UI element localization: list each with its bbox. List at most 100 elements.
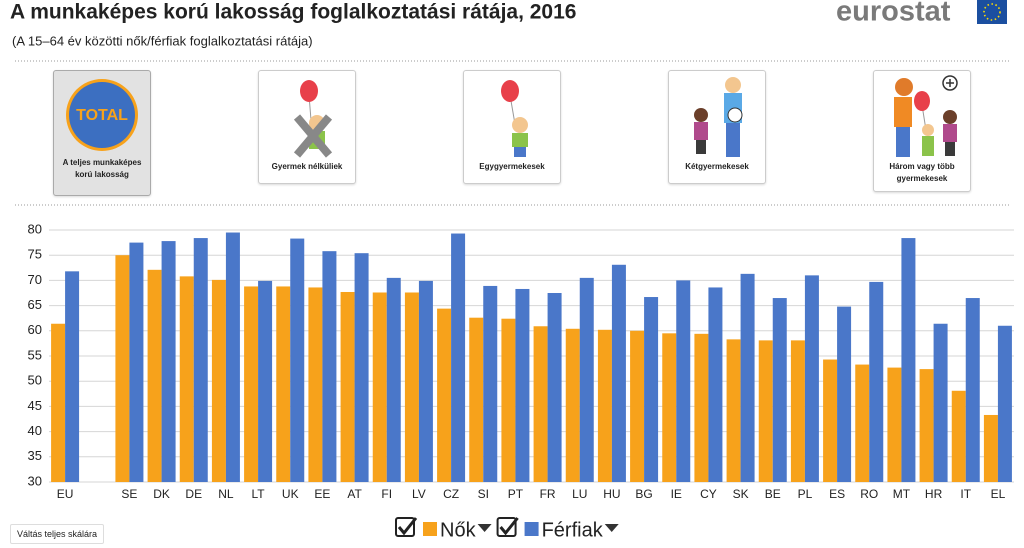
- full-scale-button[interactable]: Váltás teljes skálára: [10, 524, 105, 544]
- bar: [386, 277, 401, 482]
- bar: [211, 279, 226, 482]
- x-tick-label: BE: [765, 487, 781, 501]
- bar: [611, 264, 626, 482]
- bar: [933, 323, 948, 482]
- x-tick-label: BG: [635, 487, 652, 501]
- bar: [179, 276, 194, 482]
- icon: [501, 80, 528, 157]
- filter-label: A teljes munkaképes korú lakosság: [62, 158, 142, 179]
- x-tick-label: ES: [829, 487, 845, 501]
- x-tick-label: EL: [991, 487, 1006, 501]
- icon: [293, 80, 333, 158]
- bar: [547, 293, 562, 482]
- legend: Nők Férfiak: [395, 517, 619, 541]
- bar: [965, 298, 980, 482]
- bar: [147, 269, 162, 482]
- bar: [790, 340, 805, 482]
- x-tick-label: MT: [893, 487, 911, 501]
- bar: [694, 333, 709, 482]
- bar: [597, 329, 612, 482]
- checkbox: [496, 517, 517, 537]
- bar: [565, 328, 580, 482]
- x-tick-label: IT: [960, 487, 971, 501]
- filter-card[interactable]: Gyermek nélküliek: [258, 70, 356, 184]
- x-tick-label: LT: [252, 487, 266, 501]
- x-tick-label: SE: [121, 487, 137, 501]
- bar: [501, 318, 516, 482]
- x-tick-label: EU: [57, 487, 74, 501]
- bar: [469, 317, 484, 482]
- bar: [340, 291, 355, 482]
- checkbox: [395, 517, 415, 537]
- y-tick-label: 45: [28, 398, 42, 413]
- y-tick-label: 60: [28, 322, 42, 337]
- bar: [869, 281, 884, 482]
- x-tick-label: DE: [185, 487, 202, 501]
- filter-card[interactable]: TOTAL A teljes munkaképes korú lakosság: [53, 70, 151, 196]
- eu-stars: [983, 3, 1001, 21]
- bar: [997, 325, 1012, 482]
- x-tick-label: HR: [925, 487, 943, 501]
- y-tick-label: 35: [28, 448, 42, 463]
- bar: [115, 255, 130, 482]
- y-tick-label: 80: [28, 221, 42, 236]
- x-tick-label: AT: [347, 487, 362, 501]
- bar: [758, 340, 773, 482]
- x-tick-label: IE: [671, 487, 682, 501]
- icon: TOTAL: [66, 79, 138, 151]
- bar: [983, 414, 998, 482]
- x-tick-label: HU: [603, 487, 620, 501]
- bar: [855, 364, 870, 482]
- legend-label: Nők: [440, 519, 477, 541]
- bar: [740, 273, 755, 482]
- bar: [258, 280, 273, 482]
- bar: [579, 277, 594, 482]
- legend-item[interactable]: Nők: [395, 517, 492, 541]
- bar: [290, 238, 305, 482]
- bar: [772, 298, 787, 482]
- bar: [276, 286, 291, 482]
- bar: [708, 287, 723, 482]
- x-tick-label: FR: [540, 487, 556, 501]
- filter-card[interactable]: Kétgyermekesek: [668, 70, 766, 184]
- bar: [418, 280, 433, 482]
- bar: [404, 292, 419, 482]
- icon: [694, 77, 743, 157]
- bar: [726, 339, 741, 482]
- x-tick-label: SI: [478, 487, 489, 501]
- x-tick-label: LV: [412, 487, 426, 501]
- bar: [837, 306, 852, 482]
- x-tick-label: PT: [508, 487, 524, 501]
- x-tick-label: RO: [860, 487, 878, 501]
- y-tick-label: 65: [28, 297, 42, 312]
- bar: [65, 271, 80, 482]
- y-tick-label: 40: [28, 423, 42, 438]
- chart-subtitle: (A 15–64 év közötti nők/férfiak foglalko…: [12, 33, 313, 48]
- legend-item[interactable]: Férfiak: [496, 517, 619, 541]
- x-tick-label: NL: [218, 487, 234, 501]
- y-tick-label: 30: [28, 473, 42, 488]
- x-tick-label: SK: [733, 487, 749, 501]
- bar: [51, 323, 66, 482]
- filter-label: Három vagy több gyermekesek: [889, 162, 955, 183]
- bar: [630, 330, 645, 482]
- bar: [901, 238, 916, 482]
- filter-card[interactable]: Egygyermekesek: [463, 70, 561, 184]
- bar: [451, 233, 466, 482]
- x-tick-label: CZ: [443, 487, 459, 501]
- x-tick-label: LU: [572, 487, 587, 501]
- bar: [225, 232, 240, 482]
- chart-title: A munkaképes korú lakosság foglalkoztatá…: [10, 1, 576, 24]
- legend-label: Férfiak: [542, 519, 604, 541]
- x-tick-label: CY: [700, 487, 717, 501]
- check: [499, 517, 519, 536]
- legend-swatch: [524, 522, 539, 536]
- bar: [437, 308, 452, 482]
- y-tick-label: 55: [28, 347, 42, 362]
- filter-label: Gyermek nélküliek: [271, 162, 343, 171]
- bar: [823, 359, 838, 482]
- dropdown-arrow: [604, 524, 619, 532]
- bar: [676, 280, 691, 482]
- filter-card[interactable]: Három vagy több gyermekesek: [873, 70, 971, 192]
- x-tick-label: EE: [314, 487, 330, 501]
